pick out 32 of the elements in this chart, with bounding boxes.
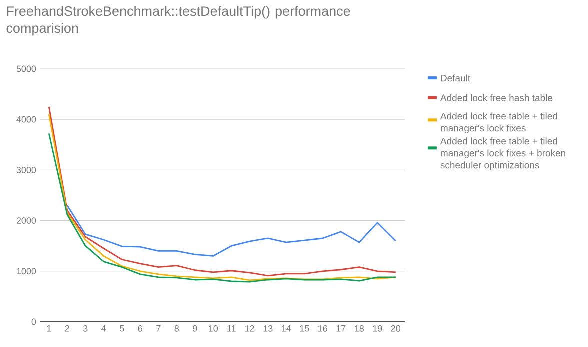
- x-tick-label: 9: [193, 326, 198, 332]
- x-tick-label: 16: [318, 326, 328, 332]
- x-tick-label: 5: [120, 326, 124, 332]
- x-tick-label: 3: [83, 326, 88, 332]
- legend-label: Added lock free table + tiled manager's lock fixes: [440, 112, 558, 134]
- y-tick-label: 1000: [17, 268, 36, 275]
- x-tick-label: 14: [282, 326, 292, 332]
- x-tick-label: 13: [264, 326, 273, 332]
- x-tick-label: 2: [65, 326, 70, 332]
- x-tick-label: 10: [209, 326, 218, 332]
- x-tick-label: 20: [391, 326, 401, 332]
- legend-label: Default: [441, 74, 470, 82]
- x-tick-label: 11: [228, 326, 236, 332]
- x-tick-label: 18: [355, 326, 364, 332]
- y-tick-label: 5000: [16, 66, 36, 72]
- x-tick-label: 15: [300, 326, 310, 332]
- legend-label: Added lock free hash table: [440, 94, 552, 102]
- y-tick-label: 2000: [16, 218, 36, 224]
- x-tick-label: 7: [156, 326, 161, 332]
- y-tick-label: 3000: [16, 167, 36, 174]
- x-tick-label: 4: [102, 326, 106, 332]
- y-tick-label: 0: [32, 318, 36, 326]
- x-tick-label: 6: [138, 326, 142, 332]
- x-tick-label: 12: [246, 326, 254, 332]
- x-tick-label: 8: [174, 326, 179, 332]
- x-tick-label: 17: [336, 326, 346, 332]
- line-series: [66, 204, 397, 257]
- legend-label: Added lock free table + tiled manager's lock fixes + broken scheduler optimizations: [440, 138, 566, 171]
- x-tick-label: 19: [373, 326, 382, 332]
- y-tick-label: 4000: [16, 116, 36, 123]
- x-tick-label: 1: [47, 326, 52, 332]
- chart-title: FreehandStrokeBenchmark::testDefaultTip() performance comparision: [6, 6, 350, 36]
